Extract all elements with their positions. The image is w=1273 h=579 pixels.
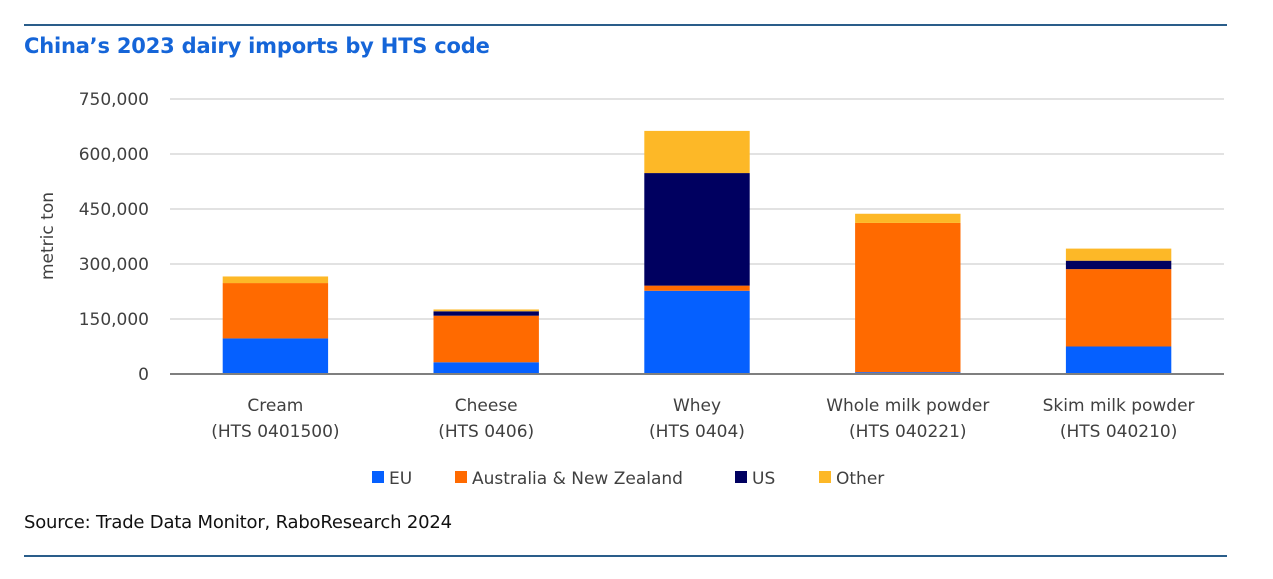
bar-segment-australia-new-zealand [1065,269,1172,347]
x-category-label: Cream [247,396,303,416]
y-axis-ticks: 0 150,000 300,000 450,000 600,000 750,000 [79,90,149,385]
y-tick-label: 750,000 [79,90,149,110]
bar-segment-other [644,130,750,174]
x-category-label: (HTS 040210) [1060,422,1178,442]
bar-segment-australia-new-zealand [644,285,750,291]
bar-segment-australia-new-zealand [855,222,961,373]
bar-segment-australia-new-zealand [222,283,329,339]
y-tick-label: 450,000 [79,200,149,220]
legend-label: EU [389,469,412,489]
bar-segment-eu [433,362,539,374]
bar-stack [433,309,539,374]
bar-stack [1065,248,1172,374]
bar-segment-other [855,213,961,223]
x-category-label: (HTS 040221) [849,422,967,442]
x-category-label: (HTS 0401500) [211,422,339,442]
y-tick-label: 0 [138,365,149,385]
bar-segment-eu [222,338,329,374]
bar-stack [855,213,961,374]
legend-item: Other [819,469,884,489]
bar-segment-eu [1065,346,1172,374]
legend-label: US [752,469,775,489]
x-category-label: Skim milk powder [1043,396,1195,416]
top-divider [24,24,1227,26]
bar-segment-eu [644,290,750,374]
bottom-divider [24,555,1227,557]
y-tick-label: 150,000 [79,310,149,330]
legend-item: Australia & New Zealand [455,469,683,489]
bar-segment-australia-new-zealand [433,315,539,363]
legend-label: Other [836,469,884,489]
x-category-label: Whole milk powder [826,396,989,416]
y-tick-label: 300,000 [79,255,149,275]
bar-stack [644,130,750,374]
x-category-label: (HTS 0406) [438,422,534,442]
bars [222,130,1172,374]
bar-segment-us [433,311,539,316]
legend: EU Australia & New Zealand US Other [372,469,884,489]
bar-segment-other [1065,248,1172,261]
legend-label: Australia & New Zealand [472,469,683,489]
x-axis-categories: Cream (HTS 0401500) Cheese (HTS 0406) Whey (H… [211,396,1194,442]
legend-item: US [735,469,775,489]
bar-segment-us [1065,260,1172,270]
x-category-label: (HTS 0404) [649,422,745,442]
bar-segment-other [222,276,329,284]
legend-swatch [455,471,467,483]
x-category-label: Whey [673,396,721,416]
y-tick-label: 600,000 [79,145,149,165]
y-axis-label: metric ton [38,192,58,280]
bar-segment-other [433,309,539,312]
legend-swatch [819,471,831,483]
legend-swatch [735,471,747,483]
chart-title: China’s 2023 dairy imports by HTS code [24,34,490,58]
bar-stack [222,276,329,374]
legend-swatch [372,471,384,483]
x-category-label: Cheese [455,396,518,416]
legend-item: EU [372,469,412,489]
bar-segment-us [644,173,750,286]
source-note: Source: Trade Data Monitor, RaboResearch… [24,512,452,533]
